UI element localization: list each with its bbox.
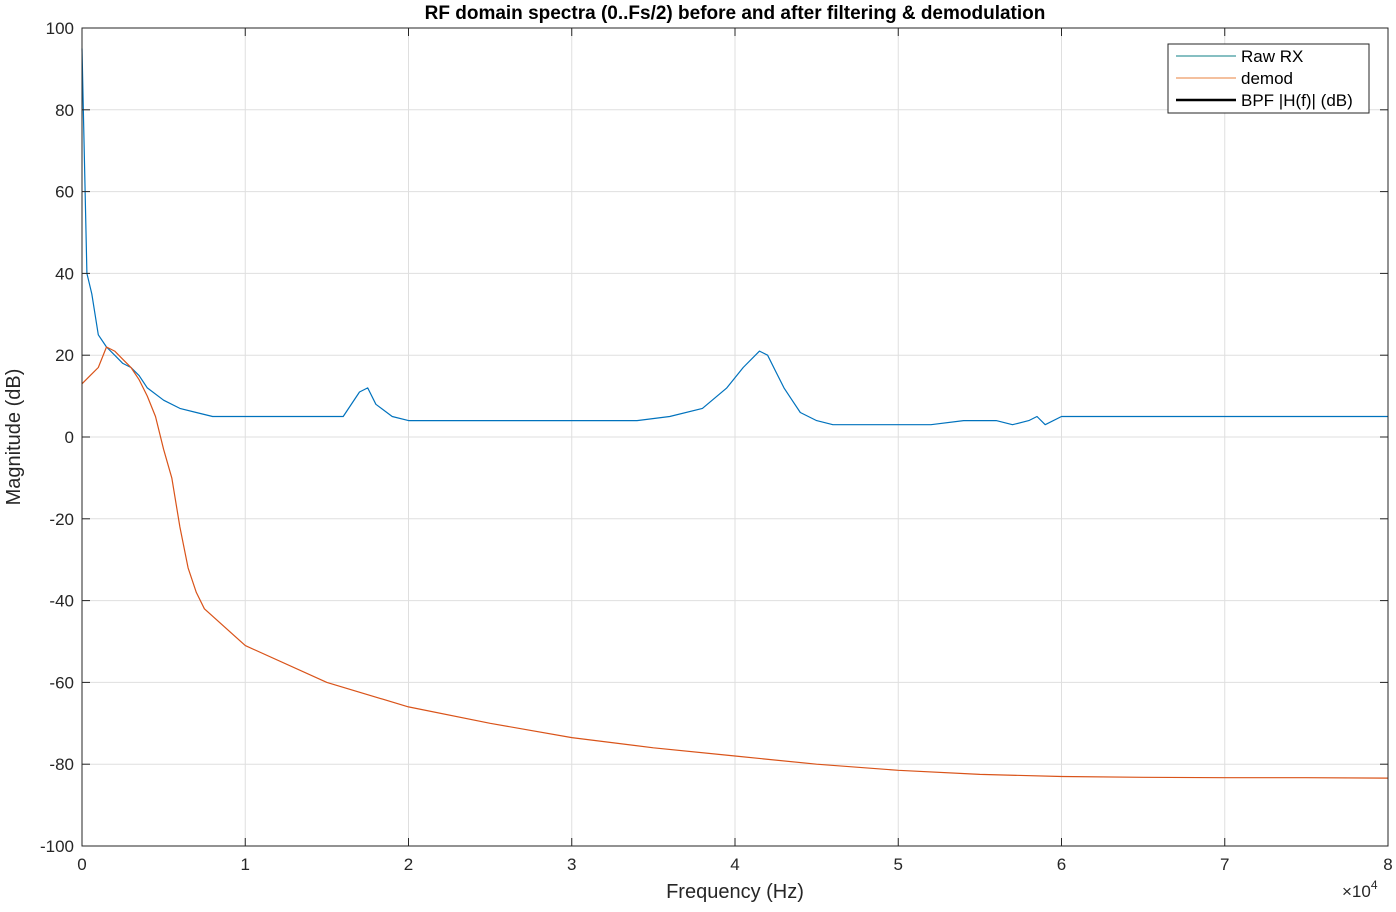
x-tick-label: 1 — [241, 855, 250, 874]
legend-label-bpf: BPF |H(f)| (dB) — [1241, 91, 1353, 110]
y-tick-label: 80 — [55, 101, 74, 120]
legend-label-raw-rx: Raw RX — [1241, 47, 1303, 66]
x-exponent-power: 4 — [1371, 878, 1378, 892]
series-lines — [81, 48, 1389, 779]
y-tick-labels: -100 -80 -60 -40 -20 0 20 40 60 80 100 — [40, 19, 74, 856]
y-axis-label: Magnitude (dB) — [3, 369, 25, 506]
y-tick-label: -40 — [49, 592, 74, 611]
y-tick-label: 20 — [55, 346, 74, 365]
x-tick-label: 4 — [730, 855, 739, 874]
x-exponent-label: ×104 — [1342, 878, 1378, 901]
y-tick-label: 60 — [55, 183, 74, 202]
axis-ticks — [81, 27, 1389, 847]
y-tick-label: -100 — [40, 837, 74, 856]
y-tick-label: 100 — [46, 19, 74, 38]
y-tick-label: -20 — [49, 510, 74, 529]
x-axis-label: Frequency (Hz) — [666, 881, 804, 903]
series-line-raw-rx — [81, 48, 1388, 426]
x-tick-label: 2 — [404, 855, 413, 874]
legend: Raw RX demod BPF |H(f)| (dB) — [1167, 43, 1370, 114]
series-line-demod — [81, 346, 1389, 779]
x-tick-label: 0 — [77, 855, 86, 874]
y-tick-label: 0 — [65, 428, 74, 447]
y-tick-label: -80 — [49, 755, 74, 774]
y-tick-label: -60 — [49, 673, 74, 692]
grid-lines — [81, 27, 1389, 847]
legend-label-demod: demod — [1241, 69, 1293, 88]
x-tick-label: 5 — [894, 855, 903, 874]
y-tick-label: 40 — [55, 264, 74, 283]
x-tick-label: 6 — [1057, 855, 1066, 874]
x-tick-label: 8 — [1383, 855, 1392, 874]
x-tick-label: 7 — [1220, 855, 1229, 874]
x-tick-label: 3 — [567, 855, 576, 874]
x-exponent-base: ×10 — [1342, 882, 1371, 901]
x-tick-labels: 0 1 2 3 4 5 6 7 8 — [77, 855, 1392, 874]
chart-title: RF domain spectra (0..Fs/2) before and a… — [425, 3, 1046, 24]
